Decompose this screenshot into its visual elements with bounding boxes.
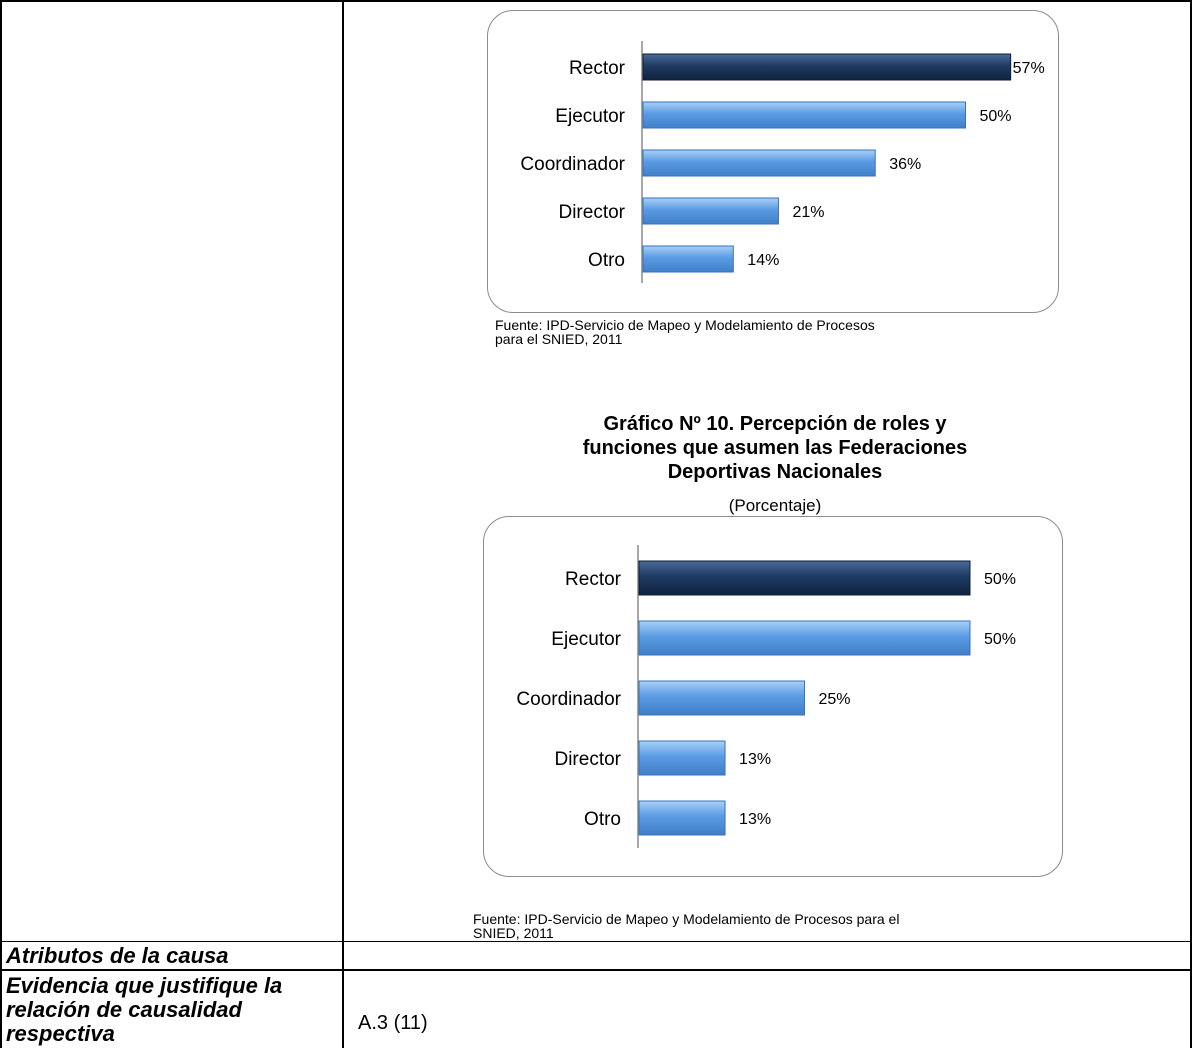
category-label: Coordinador <box>520 154 625 175</box>
chart-2-title-line: funciones que asumen las Federaciones <box>582 437 968 459</box>
bar <box>638 740 726 776</box>
bar <box>638 560 971 596</box>
data-label: 50% <box>980 108 1012 125</box>
row-label-attributes: Atributos de la causa <box>6 945 229 967</box>
bar <box>642 53 1012 81</box>
data-label: 13% <box>739 811 771 828</box>
chart-2: Rector 50% Ejecutor 50% Coordinador 25% Direct… <box>516 545 1016 848</box>
row-label-evidence: Evidencia que justifique la relación de … <box>6 975 282 1048</box>
data-label: 25% <box>819 691 851 708</box>
chart-1: Rector 57% Ejecutor 50% Coordinador 36% Direct… <box>520 41 1045 283</box>
table-border-top <box>0 0 1192 2</box>
category-label: Rector <box>569 58 626 79</box>
category-label: Director <box>558 202 625 223</box>
row-label-line: relación de causalidad <box>6 997 242 1022</box>
table-row-divider <box>0 941 1192 942</box>
category-label: Ejecutor <box>555 106 625 127</box>
data-label: 14% <box>747 252 779 269</box>
data-label: 50% <box>984 571 1016 588</box>
bar <box>642 245 734 273</box>
chart-2-frame: Rector 50% Ejecutor 50% Coordinador 25% Direct… <box>483 516 1063 877</box>
chart-2-title: Gráfico Nº 10. Percepción de roles y fun… <box>520 412 1030 484</box>
bar <box>638 800 726 836</box>
data-label: 21% <box>792 204 824 221</box>
chart-1-source: Fuente: IPD-Servicio de Mapeo y Modelami… <box>495 318 875 346</box>
table-border-left <box>0 0 2 1048</box>
bar <box>642 149 876 177</box>
data-label: 13% <box>739 751 771 768</box>
category-label: Director <box>554 749 621 770</box>
chart-2-source: Fuente: IPD-Servicio de Mapeo y Modelami… <box>473 912 899 940</box>
chart-1-frame: Rector 57% Ejecutor 50% Coordinador 36% Direct… <box>487 10 1059 313</box>
row-value-evidence: A.3 (11) <box>358 1012 428 1034</box>
chart-2-source-line: Fuente: IPD-Servicio de Mapeo y Modelami… <box>473 911 900 927</box>
table-border-right <box>1190 0 1192 1048</box>
row-label-line: Atributos de la causa <box>6 943 229 968</box>
chart-2-title-line: Deportivas Nacionales <box>667 461 883 483</box>
bar <box>642 101 966 129</box>
data-label: 36% <box>889 156 921 173</box>
row-label-line: respectiva <box>6 1021 115 1046</box>
chart-1-source-line: Fuente: IPD-Servicio de Mapeo y Modelami… <box>495 317 875 333</box>
chart-1-source-line: para el SNIED, 2011 <box>495 331 623 347</box>
chart-2-title-line: Gráfico Nº 10. Percepción de roles y <box>603 413 947 435</box>
chart-2-subtitle: (Porcentaje) <box>728 496 822 515</box>
table-column-divider <box>342 0 344 1048</box>
category-label: Otro <box>584 809 621 830</box>
data-label: 57% <box>1013 60 1045 77</box>
row-label-line: Evidencia que justifique la <box>6 975 283 998</box>
bar <box>642 197 779 225</box>
bar <box>638 680 805 716</box>
bar <box>638 620 971 656</box>
category-label: Otro <box>588 250 625 271</box>
table-row-divider <box>0 969 1192 971</box>
category-label: Rector <box>565 569 622 590</box>
category-label: Coordinador <box>516 689 621 710</box>
data-label: 50% <box>984 631 1016 648</box>
category-label: Ejecutor <box>551 629 621 650</box>
chart-2-source-line: SNIED, 2011 <box>473 925 554 941</box>
